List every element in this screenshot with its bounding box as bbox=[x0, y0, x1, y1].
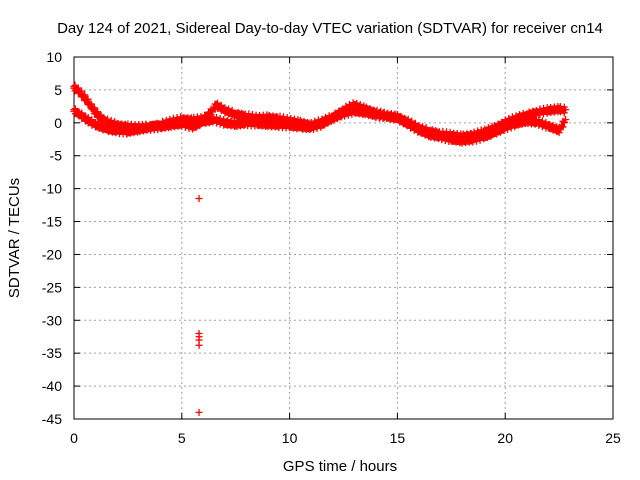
y-tick-label: -45 bbox=[42, 411, 62, 427]
y-tick-label: -35 bbox=[42, 345, 62, 361]
x-tick-label: 0 bbox=[70, 430, 78, 446]
x-tick-label: 15 bbox=[390, 430, 406, 446]
lower-track-point bbox=[559, 123, 567, 131]
x-tick-label: 25 bbox=[605, 430, 621, 446]
chart-title: Day 124 of 2021, Sidereal Day-to-day VTE… bbox=[57, 20, 603, 37]
y-tick-label: 10 bbox=[46, 49, 62, 65]
y-tick-label: -10 bbox=[42, 181, 62, 197]
x-tick-label: 20 bbox=[497, 430, 513, 446]
x-tick-label: 10 bbox=[282, 430, 298, 446]
x-axis-ticks: 0 5 10 15 20 25 bbox=[70, 57, 621, 446]
y-tick-label: -40 bbox=[42, 378, 62, 394]
y-tick-label: -5 bbox=[50, 148, 63, 164]
y-tick-label: 5 bbox=[54, 82, 62, 98]
y-axis-ticks: 10 5 0 -5 -10 -15 -20 -25 -30 -35 -40 -45 bbox=[42, 49, 613, 427]
data-points bbox=[70, 81, 570, 416]
upper-track-point bbox=[562, 106, 570, 114]
outlier-point bbox=[195, 341, 203, 349]
y-tick-label: -15 bbox=[42, 214, 62, 230]
x-tick-label: 5 bbox=[178, 430, 186, 446]
outlier-point bbox=[195, 408, 203, 416]
outlier-point bbox=[195, 195, 203, 203]
y-tick-label: -30 bbox=[42, 312, 62, 328]
plot-frame bbox=[73, 56, 614, 420]
y-tick-label: 0 bbox=[54, 115, 62, 131]
lower-track-point bbox=[562, 116, 570, 124]
upper-track-point bbox=[560, 109, 568, 117]
x-axis-label: GPS time / hours bbox=[283, 458, 397, 475]
y-axis-label: SDTVAR / TECUs bbox=[6, 178, 23, 298]
lower-track-point bbox=[555, 129, 563, 137]
y-tick-label: -25 bbox=[42, 279, 62, 295]
y-tick-label: -20 bbox=[42, 246, 62, 262]
